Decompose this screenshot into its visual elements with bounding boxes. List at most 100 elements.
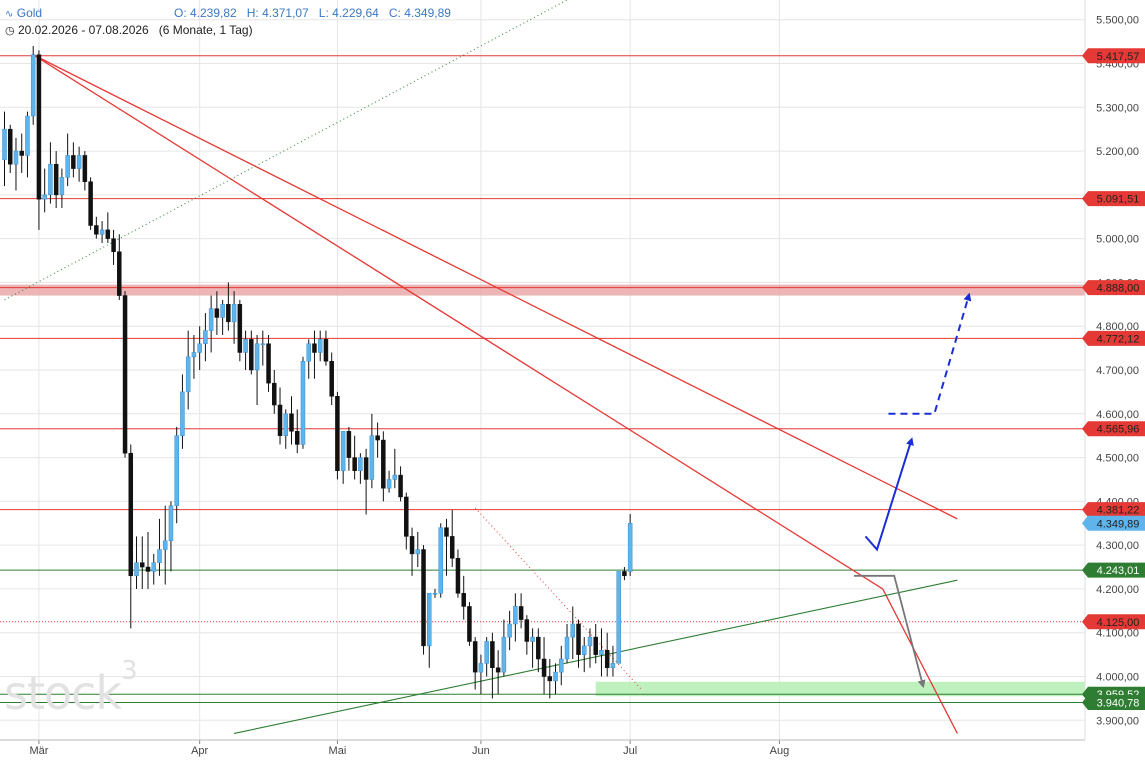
candle-body <box>185 356 191 393</box>
candle-body <box>294 431 300 445</box>
candle-body <box>231 304 237 323</box>
candle-body <box>30 54 36 117</box>
candle-body <box>226 304 231 323</box>
candle-body <box>249 339 254 371</box>
period-label: (6 Monate, 1 Tag) <box>158 23 253 37</box>
candle-body <box>88 181 93 226</box>
zone-layer <box>0 284 1085 697</box>
price-tag-text: 4.243,01 <box>1097 565 1140 577</box>
x-tick-label: Mär <box>29 745 48 757</box>
price-tag <box>1082 614 1145 630</box>
candle-body <box>272 382 277 406</box>
price-tag <box>1082 280 1145 296</box>
x-tick-label: Jul <box>623 745 637 757</box>
label-layer: 5.417,57 5.091,51 4.888,00 4.772,12 4.565,96… <box>1082 48 1145 710</box>
clock-icon: ◷ <box>5 25 15 37</box>
candle-body <box>449 536 455 559</box>
candle-body <box>65 155 70 178</box>
x-tick-label: Mai <box>329 745 347 757</box>
price-tag-text: 4.772,12 <box>1097 333 1140 345</box>
candle-body <box>553 671 558 682</box>
candle-body <box>501 636 507 673</box>
candle-body <box>616 571 621 664</box>
candle-body <box>19 150 24 156</box>
close-value: C: 4.349,89 <box>388 6 451 20</box>
y-tick-label: 4.600,00 <box>1096 409 1139 421</box>
price-tag-text: 4.125,00 <box>1097 617 1140 629</box>
support-zone <box>595 681 1085 697</box>
forecast-arrow <box>854 574 926 689</box>
candle-body <box>283 413 289 436</box>
price-level-label: 5.417,57 <box>1082 48 1145 64</box>
watermark-brand-sup: 3 <box>121 655 138 686</box>
candle-body <box>25 115 30 156</box>
price-level-label: 4.349,89 <box>1082 515 1145 531</box>
candle-body <box>208 308 214 331</box>
candle-body <box>581 645 587 655</box>
y-tick-label: 3.900,00 <box>1096 715 1139 727</box>
date-range: 20.02.2026 - 07.08.2026 <box>17 23 149 37</box>
candle-body <box>409 536 415 555</box>
candle-body <box>277 404 283 436</box>
candle-body <box>346 431 352 458</box>
candle-body <box>122 295 128 454</box>
y-tick-label: 5.000,00 <box>1096 234 1139 246</box>
high-value: H: 4.371,07 <box>246 6 309 20</box>
symbol-name[interactable]: Gold <box>16 6 43 20</box>
x-tick-label: Apr <box>191 745 208 757</box>
price-tag <box>1082 330 1145 346</box>
candle-body <box>564 636 570 660</box>
candle-body <box>335 396 340 471</box>
candle-body <box>42 194 47 200</box>
candle-body <box>99 229 105 235</box>
y-tick-label: 4.000,00 <box>1096 672 1139 684</box>
candle-body <box>71 155 76 169</box>
candle-body <box>203 330 208 344</box>
candle-body <box>547 676 553 682</box>
candle-layer <box>2 45 633 699</box>
candle-body <box>404 496 409 537</box>
price-tag-text: 3.940,78 <box>1097 697 1140 709</box>
candle-body <box>541 658 547 677</box>
level-layer <box>0 55 1085 703</box>
chart-wave-icon: ∿ <box>5 9 14 20</box>
candle-body <box>157 549 162 563</box>
candle-body <box>478 663 484 673</box>
candle-body <box>243 339 248 353</box>
candle-body <box>513 606 518 625</box>
candle-body <box>530 636 535 642</box>
candle-body <box>168 505 174 542</box>
candle-body <box>386 479 392 489</box>
candle-body <box>610 663 616 669</box>
trendline <box>4 0 568 301</box>
candle-body <box>162 540 168 550</box>
candle-body <box>398 474 403 498</box>
trendline <box>32 54 884 590</box>
candle-body <box>214 308 220 318</box>
candle-body <box>421 549 426 647</box>
candle-body <box>289 413 294 432</box>
candle-body <box>432 593 438 595</box>
price-level-label: 4.381,22 <box>1082 502 1145 518</box>
candle-body <box>622 571 627 577</box>
price-tag <box>1082 421 1145 437</box>
candle-body <box>76 155 82 169</box>
range-header[interactable]: ◷ 20.02.2026 - 07.08.2026 (6 Monate, 1 T… <box>5 23 253 37</box>
candle-body <box>570 623 576 638</box>
price-tag <box>1082 48 1145 64</box>
y-tick-label: 4.300,00 <box>1096 540 1139 552</box>
candle-body <box>524 619 530 642</box>
candle-body <box>593 636 598 655</box>
symbol-header[interactable]: ∿ Gold <box>5 6 42 20</box>
price-tag <box>1082 502 1145 518</box>
candle-body <box>48 163 53 196</box>
price-level-label: 3.940,78 <box>1082 694 1145 710</box>
price-tag-text: 5.417,57 <box>1097 51 1140 63</box>
candle-body <box>467 606 472 642</box>
candle-body <box>2 128 7 161</box>
price-tag <box>1082 562 1145 578</box>
candle-body <box>495 667 501 673</box>
candle-body <box>381 439 386 489</box>
candle-body <box>140 562 145 568</box>
